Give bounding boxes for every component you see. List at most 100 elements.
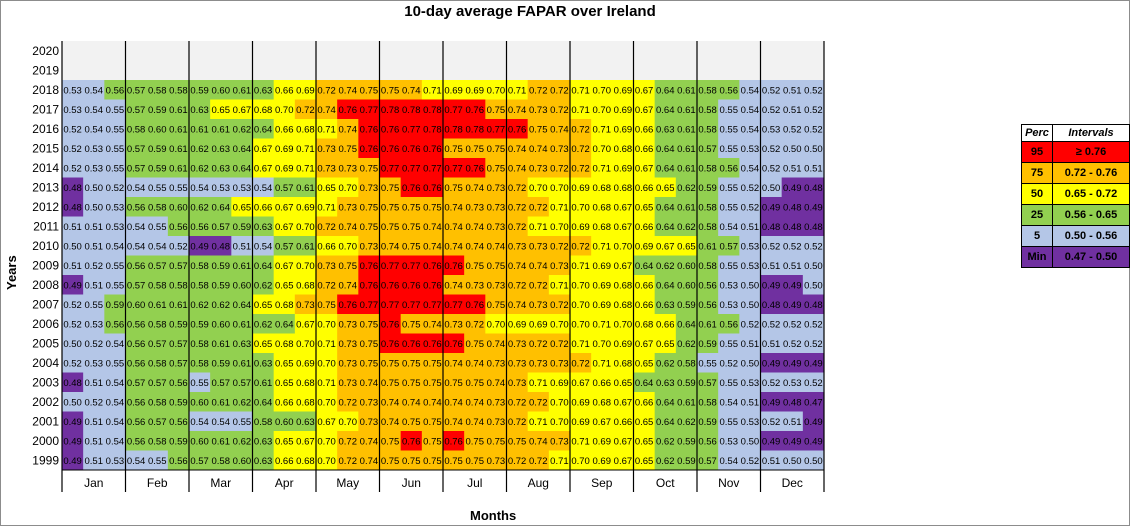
legend-interval: 0.56 - 0.65	[1052, 204, 1130, 226]
cell-value: 0.62	[190, 144, 209, 155]
heatmap-cell	[739, 450, 761, 471]
cell-value: 0.48	[804, 300, 823, 311]
cell-value: 0.68	[593, 222, 612, 233]
cell-value: 0.74	[423, 241, 442, 252]
cell-value: 0.59	[148, 163, 167, 174]
heatmap-cell	[570, 314, 592, 334]
heatmap-cell	[506, 450, 529, 471]
cell-value: 0.56	[698, 300, 717, 311]
heatmap-cell	[739, 294, 761, 315]
cell-value: 0.56	[698, 280, 717, 291]
heatmap-cell	[273, 294, 296, 315]
heatmap-cell	[697, 177, 719, 198]
cell-value: 0.70	[550, 397, 569, 408]
cell-value: 0.70	[550, 319, 569, 330]
heatmap-cell	[294, 353, 317, 373]
cell-value: 0.69	[614, 105, 633, 116]
cell-value: 0.61	[233, 85, 252, 96]
heatmap-cell	[167, 392, 190, 412]
heatmap-cell	[189, 158, 211, 178]
cell-value: 0.73	[339, 339, 358, 350]
heatmap-cell	[273, 431, 296, 451]
cell-value: 0.57	[720, 241, 739, 252]
cell-value: 0.49	[762, 397, 781, 408]
heatmap-cell	[210, 236, 232, 256]
heatmap-cell	[527, 119, 550, 139]
heatmap-cell	[697, 353, 719, 373]
cell-value: 0.54	[127, 222, 146, 233]
cell-value: 0.74	[444, 202, 463, 213]
cell-value: 0.67	[656, 241, 675, 252]
heatmap-cell	[231, 60, 253, 81]
cell-value: 0.70	[317, 358, 336, 369]
cell-value: 0.72	[529, 85, 548, 96]
heatmap-cell	[146, 138, 169, 159]
cell-value: 0.76	[423, 280, 442, 291]
heatmap-cell	[421, 80, 444, 100]
cell-value: 0.75	[381, 456, 400, 467]
heatmap-cell	[443, 450, 465, 471]
heatmap-cell	[104, 294, 126, 315]
cell-value: 0.64	[656, 163, 675, 174]
heatmap-cell	[739, 431, 761, 451]
cell-value: 0.67	[233, 105, 252, 116]
cell-value: 0.57	[233, 378, 252, 389]
cell-value: 0.66	[635, 124, 654, 135]
heatmap-cell	[527, 41, 550, 61]
heatmap-cell	[697, 216, 719, 237]
cell-value: 0.69	[275, 163, 294, 174]
heatmap-cell	[252, 197, 275, 217]
cell-value: 0.60	[677, 261, 696, 272]
heatmap-cell	[548, 138, 571, 159]
heatmap-cell	[591, 99, 613, 120]
heatmap-cell	[506, 392, 529, 412]
cell-value: 0.65	[635, 417, 654, 428]
cell-value: 0.54	[720, 397, 739, 408]
cell-value: 0.50	[804, 456, 823, 467]
cell-value: 0.51	[85, 280, 104, 291]
year-label: 2012	[32, 200, 59, 214]
cell-value: 0.54	[720, 222, 739, 233]
heatmap-cell	[781, 60, 804, 81]
heatmap-cell	[591, 353, 613, 373]
cell-value: 0.56	[169, 417, 188, 428]
year-label: 2017	[32, 102, 59, 116]
cell-value: 0.66	[635, 183, 654, 194]
cell-value: 0.56	[127, 319, 146, 330]
heatmap-cell	[443, 275, 465, 295]
heatmap-cell	[612, 411, 634, 432]
cell-value: 0.48	[63, 378, 82, 389]
heatmap-cell	[400, 236, 423, 256]
heatmap-cell	[697, 41, 719, 61]
heatmap-cell	[802, 80, 825, 100]
cell-value: 0.58	[169, 280, 188, 291]
cell-value: 0.72	[550, 85, 569, 96]
cell-value: 0.53	[63, 105, 82, 116]
heatmap-cell	[104, 411, 126, 432]
cell-value: 0.70	[614, 241, 633, 252]
heatmap-cell	[316, 314, 338, 334]
heatmap-cell	[83, 197, 105, 217]
cell-value: 0.50	[741, 300, 760, 311]
heatmap-cell	[675, 177, 698, 198]
heatmap-cell	[358, 392, 380, 412]
cell-value: 0.67	[614, 436, 633, 447]
heatmap-cell	[358, 333, 380, 354]
heatmap-cell	[316, 177, 338, 198]
heatmap-cell	[83, 80, 105, 100]
cell-value: 0.53	[762, 124, 781, 135]
heatmap-cell	[146, 99, 169, 120]
cell-value: 0.64	[656, 105, 675, 116]
heatmap-cell	[83, 353, 105, 373]
heatmap-cell	[781, 158, 804, 178]
heatmap-cell	[548, 80, 571, 100]
heatmap-cell	[527, 333, 550, 354]
heatmap-cell	[802, 314, 825, 334]
heatmap-cell	[379, 392, 402, 412]
heatmap-cell	[570, 216, 592, 237]
cell-value: 0.74	[466, 183, 485, 194]
cell-value: 0.58	[212, 456, 231, 467]
cell-value: 0.72	[571, 163, 590, 174]
heatmap-cell	[443, 197, 465, 217]
cell-value: 0.67	[275, 222, 294, 233]
